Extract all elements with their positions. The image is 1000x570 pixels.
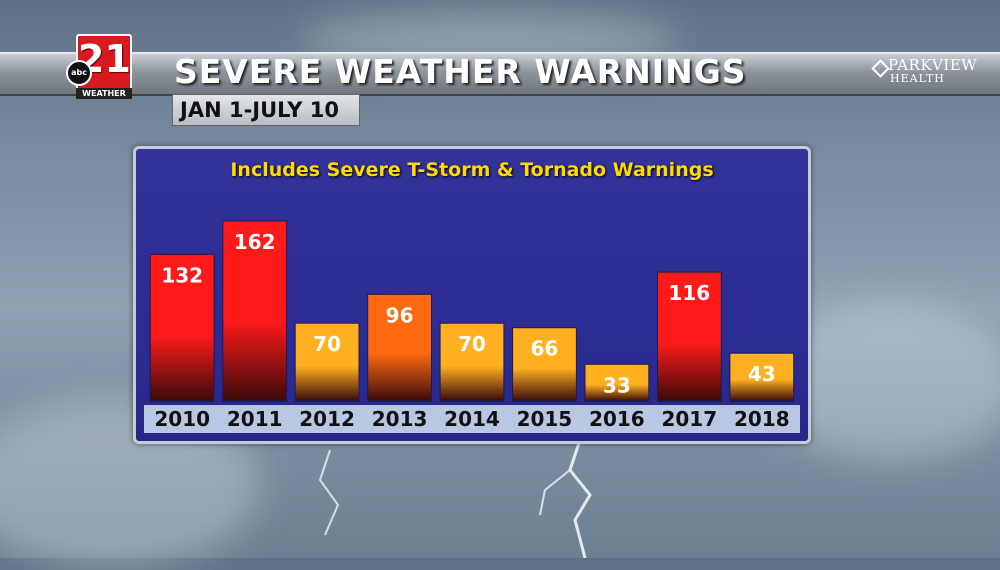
x-tick-label-2014: 2014 [444, 407, 500, 431]
header-band [0, 52, 1000, 96]
data-label-2015: 66 [530, 337, 558, 361]
bar-2011 [222, 220, 288, 402]
bar-2014 [439, 322, 505, 402]
data-label-2017: 116 [668, 281, 710, 305]
bar-2016 [584, 363, 650, 402]
bar-chart: 132 162 70 96 70 66 33 116 43 2010 2011 2012 2013 20… [144, 220, 800, 433]
station-tagline: WEATHER [76, 88, 132, 99]
bar-2012 [294, 322, 360, 402]
sponsor-name: PARKVIEW [888, 56, 978, 74]
x-tick-label-2017: 2017 [661, 407, 717, 431]
network-bug: abc [66, 60, 92, 86]
chart-panel: Includes Severe T-Storm & Tornado Warnin… [133, 146, 811, 444]
x-tick-label-2010: 2010 [154, 407, 210, 431]
x-axis-strip [144, 405, 800, 433]
date-range-plate [172, 94, 360, 126]
sponsor-sub: HEALTH [890, 72, 945, 85]
chart-subtitle: Includes Severe T-Storm & Tornado Warnin… [230, 159, 714, 181]
x-tick-label-2012: 2012 [299, 407, 355, 431]
station-logo: 21 abc WEATHER [66, 34, 132, 100]
bar-2018 [729, 352, 795, 402]
x-tick-label-2013: 2013 [372, 407, 428, 431]
sponsor-logo: PARKVIEW HEALTH [868, 56, 977, 85]
bar-2013 [367, 293, 432, 402]
data-label-2013: 96 [386, 303, 414, 327]
date-range-label: JAN 1-JULY 10 [180, 98, 339, 122]
x-tick-label-2016: 2016 [589, 407, 645, 431]
data-label-2018: 43 [748, 362, 776, 386]
bar-2015 [512, 327, 577, 402]
data-label-2014: 70 [458, 332, 486, 356]
data-label-2012: 70 [313, 332, 341, 356]
data-label-2016: 33 [603, 373, 631, 397]
x-tick-label-2011: 2011 [227, 407, 283, 431]
bar-2017 [657, 271, 722, 402]
data-label-2010: 132 [161, 263, 203, 287]
lightning-bolt-graphic [318, 439, 592, 558]
page-title: SEVERE WEATHER WARNINGS [174, 52, 747, 91]
data-label-2011: 162 [234, 230, 276, 254]
x-tick-label-2015: 2015 [517, 407, 573, 431]
x-tick-label-2018: 2018 [734, 407, 790, 431]
bar-2010 [149, 253, 215, 402]
